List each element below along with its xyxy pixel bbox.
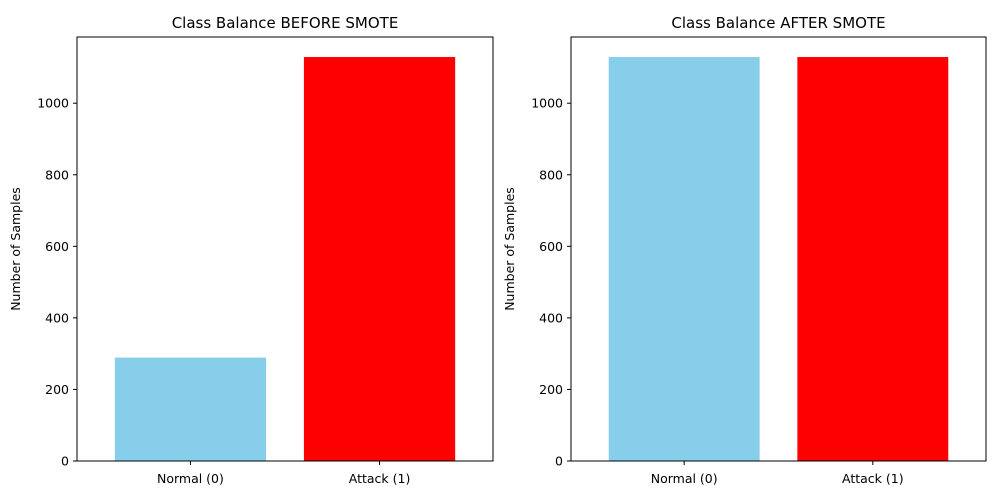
y-tick-label: 0 — [61, 454, 69, 469]
y-tick-label: 800 — [539, 167, 563, 182]
bar-attack-1 — [303, 57, 456, 461]
y-axis-label: Number of Samples — [8, 187, 23, 311]
x-tick-label: Attack (1) — [842, 471, 904, 486]
axes-frame — [76, 36, 494, 462]
chart-panel-2: Class Balance AFTER SMOTE Normal (0) Attac… — [502, 14, 987, 486]
bar-attack-1 — [797, 57, 949, 461]
bar-normal-0 — [608, 57, 760, 461]
chart-title: Class Balance BEFORE SMOTE — [172, 14, 399, 32]
bar-normal-0 — [114, 357, 267, 461]
y-tick-label: 200 — [45, 382, 69, 397]
y-axis-label: Number of Samples — [502, 187, 517, 311]
y-tick-label: 200 — [539, 382, 563, 397]
y-tick-label: 1000 — [531, 96, 563, 111]
y-tick-label: 1000 — [37, 96, 69, 111]
axes-frame — [570, 36, 987, 462]
x-tick-label: Attack (1) — [349, 471, 411, 486]
y-tick-label: 0 — [555, 454, 563, 469]
y-tick-label: 600 — [45, 239, 69, 254]
chart-title: Class Balance AFTER SMOTE — [671, 14, 885, 32]
y-tick-label: 400 — [45, 310, 69, 325]
chart-panel-1: Class Balance BEFORE SMOTE Normal (0) Atta… — [8, 14, 494, 486]
y-tick-label: 600 — [539, 239, 563, 254]
x-tick-label: Normal (0) — [157, 471, 224, 486]
y-tick-label: 400 — [539, 310, 563, 325]
y-tick-label: 800 — [45, 167, 69, 182]
x-tick-label: Normal (0) — [651, 471, 718, 486]
